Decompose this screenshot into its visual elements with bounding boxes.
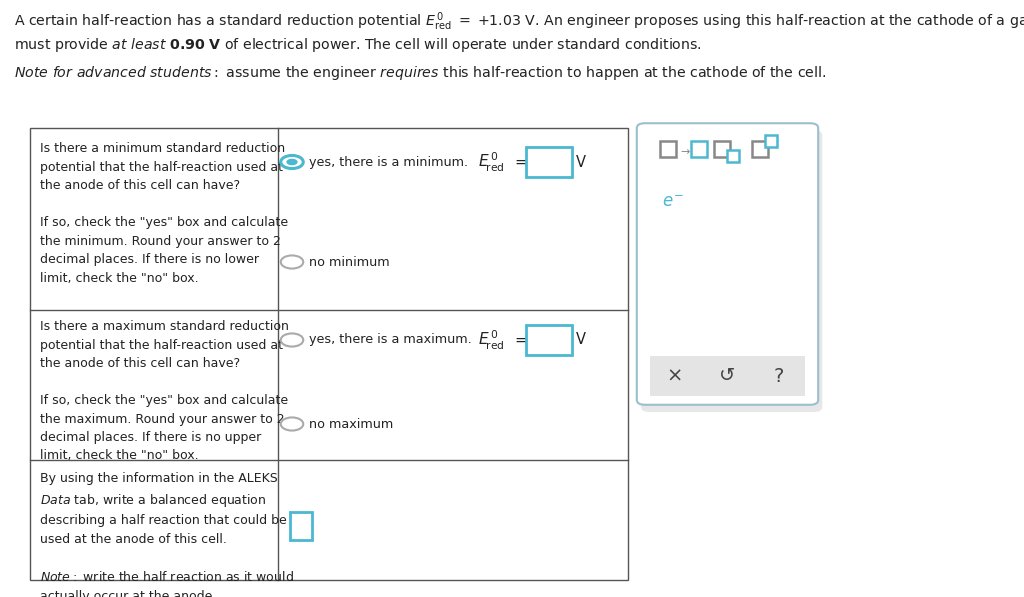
Text: =: = bbox=[514, 333, 526, 347]
Bar bbox=[660, 141, 676, 156]
Circle shape bbox=[287, 159, 298, 165]
Circle shape bbox=[281, 417, 303, 430]
Text: ?: ? bbox=[774, 367, 784, 386]
Bar bbox=[691, 141, 707, 156]
Text: $\mathit{Note\ for\ advanced\ students:}$ assume the engineer $\mathit{requires}: $\mathit{Note\ for\ advanced\ students:}… bbox=[14, 64, 826, 82]
Text: →: → bbox=[680, 147, 689, 157]
Bar bbox=[526, 325, 572, 355]
Text: A certain half-reaction has a standard reduction potential $E^{\,0}_{\mathrm{red: A certain half-reaction has a standard r… bbox=[14, 10, 1024, 33]
Circle shape bbox=[281, 256, 303, 269]
FancyBboxPatch shape bbox=[641, 130, 822, 412]
Text: $E^{\,0}_{\!\mathrm{red}}$: $E^{\,0}_{\!\mathrm{red}}$ bbox=[478, 328, 505, 352]
Text: yes, there is a maximum.: yes, there is a maximum. bbox=[309, 334, 472, 346]
Text: must provide $\mathit{at\ least}$ $\mathbf{0.90\ V}$ of electrical power. The ce: must provide $\mathit{at\ least}$ $\math… bbox=[14, 36, 701, 54]
Text: V: V bbox=[575, 155, 586, 170]
Text: By using the information in the ALEKS
$\mathit{Data}$ tab, write a balanced equa: By using the information in the ALEKS $\… bbox=[40, 472, 294, 597]
Text: Is there a maximum standard reduction
potential that the half-reaction used at
t: Is there a maximum standard reduction po… bbox=[40, 320, 289, 463]
Bar bbox=[526, 147, 572, 177]
Text: V: V bbox=[575, 333, 586, 347]
Text: Is there a minimum standard reduction
potential that the half-reaction used at
t: Is there a minimum standard reduction po… bbox=[40, 142, 288, 285]
Circle shape bbox=[281, 155, 303, 168]
FancyBboxPatch shape bbox=[637, 123, 818, 405]
Text: ×: × bbox=[667, 367, 683, 386]
Text: no minimum: no minimum bbox=[309, 256, 389, 269]
Text: =: = bbox=[514, 155, 526, 170]
Bar bbox=[650, 356, 805, 396]
Bar bbox=[714, 141, 730, 156]
Text: $E^{\,0}_{\!\mathrm{red}}$: $E^{\,0}_{\!\mathrm{red}}$ bbox=[478, 150, 505, 174]
Text: ↺: ↺ bbox=[719, 367, 735, 386]
Text: yes, there is a minimum.: yes, there is a minimum. bbox=[309, 155, 468, 168]
Bar bbox=[765, 136, 777, 147]
Circle shape bbox=[281, 334, 303, 347]
Text: no maximum: no maximum bbox=[309, 417, 393, 430]
Bar bbox=[290, 512, 312, 540]
Bar bbox=[727, 150, 739, 162]
Bar bbox=[752, 141, 768, 156]
Text: $\mathit{e}^{-}$: $\mathit{e}^{-}$ bbox=[662, 193, 684, 211]
